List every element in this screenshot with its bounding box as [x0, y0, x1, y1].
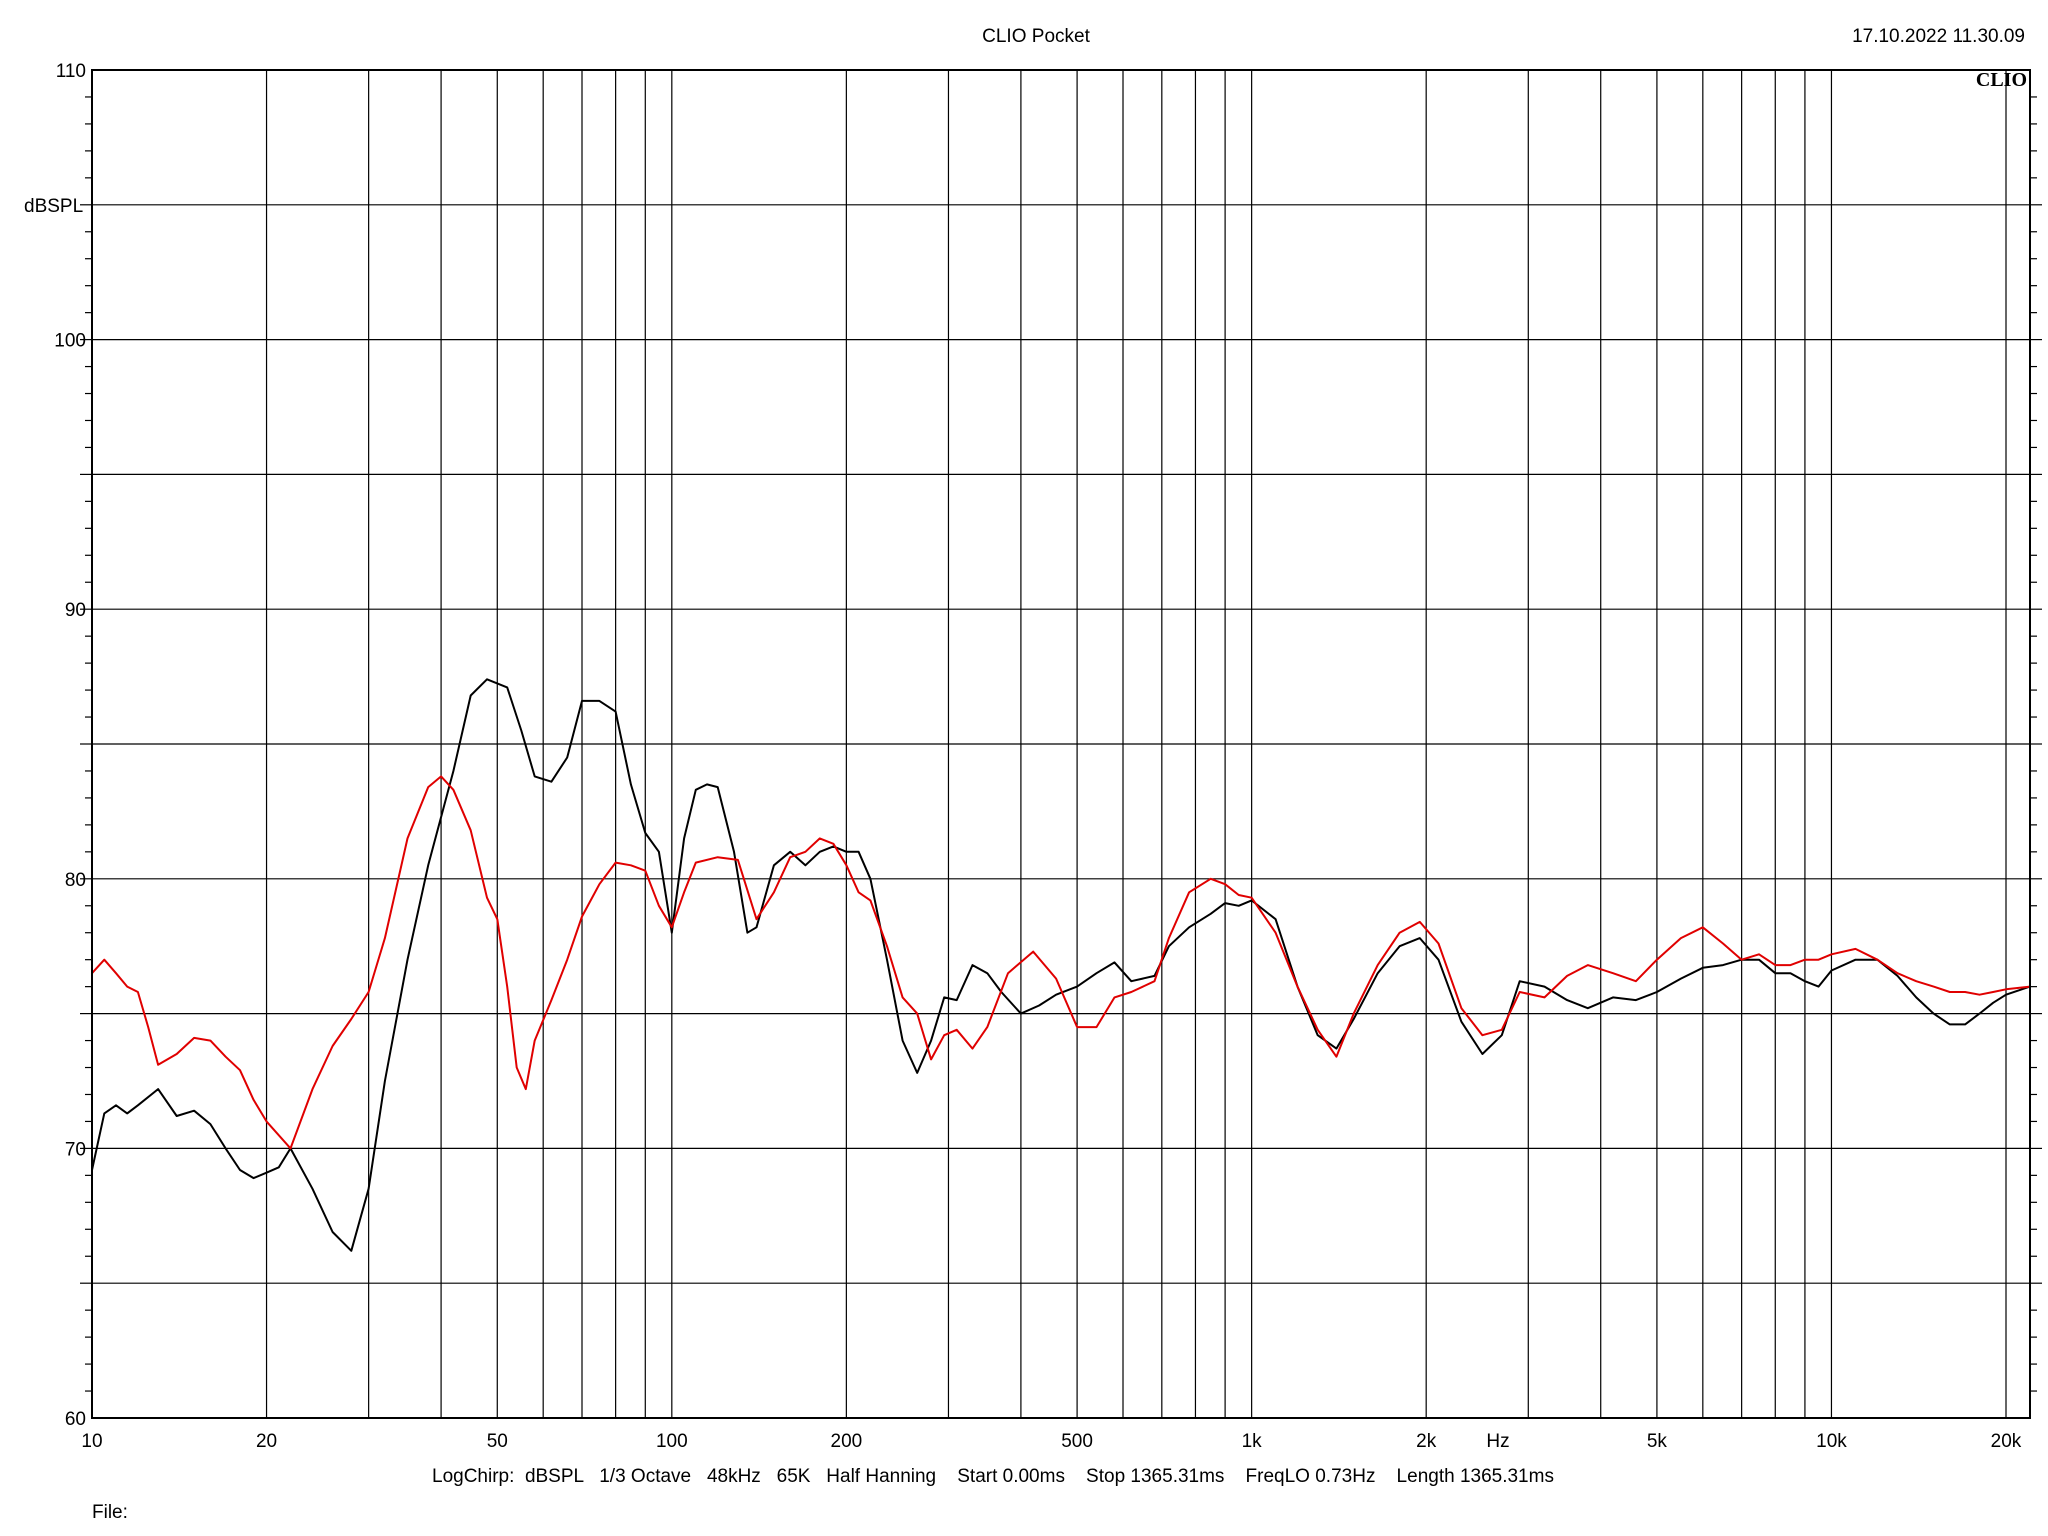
y-tick-label: 80: [65, 870, 86, 891]
x-axis-unit-label: Hz: [1486, 1431, 1509, 1452]
x-tick-labels: 10 20 50 100 200 500 1k 2k 5k 10k 20k: [81, 1431, 2021, 1452]
chart-header-title: CLIO Pocket: [982, 26, 1090, 47]
series-line-1: [91, 678, 2031, 1252]
grid-lines: [92, 70, 2030, 1418]
chart-timestamp: 17.10.2022 11.30.09: [1852, 26, 2025, 47]
x-tick-label: 500: [1061, 1431, 1093, 1452]
axis-ticks: [80, 96, 2042, 1392]
y-tick-label: 100: [54, 331, 86, 352]
y-axis-label: dBSPL: [24, 196, 83, 217]
clio-logo: CLIO: [1976, 69, 2027, 91]
measurement-settings: LogChirp: dBSPL 1/3 Octave 48kHz 65K Hal…: [432, 1466, 1554, 1487]
y-tick-label: 110: [56, 61, 86, 82]
y-tick-label: 70: [65, 1139, 86, 1160]
x-tick-label: 10: [81, 1431, 102, 1452]
series-line-2: [91, 775, 2031, 1150]
x-tick-label: 100: [656, 1431, 688, 1452]
x-tick-label: 5k: [1647, 1431, 1668, 1452]
x-tick-label: 10k: [1816, 1431, 1847, 1452]
data-series: [91, 678, 2031, 1252]
x-tick-label: 2k: [1416, 1431, 1437, 1452]
y-tick-label: 60: [65, 1409, 86, 1430]
y-tick-label: 90: [65, 600, 86, 621]
x-tick-label: 50: [487, 1431, 508, 1452]
plot-frame: [91, 69, 2031, 1419]
file-label: File:: [92, 1502, 128, 1523]
y-tick-labels: 60 70 80 90 100 110: [54, 61, 86, 1430]
x-tick-label: 20: [256, 1431, 277, 1452]
x-tick-label: 1k: [1242, 1431, 1263, 1452]
x-tick-label: 20k: [1991, 1431, 2022, 1452]
x-tick-label: 200: [831, 1431, 863, 1452]
